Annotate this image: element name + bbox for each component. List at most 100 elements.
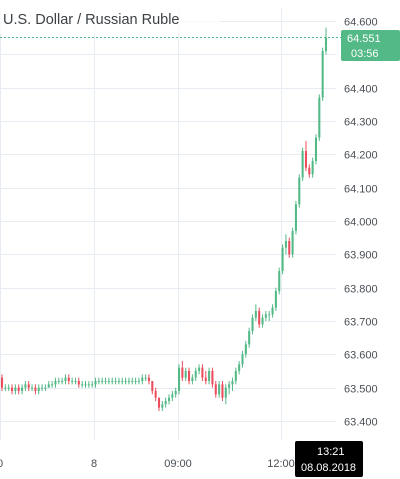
candle-body-up <box>294 204 297 231</box>
candle-body-up <box>134 381 137 382</box>
candle-body-down <box>147 377 151 381</box>
candle-body-up <box>241 354 244 365</box>
candle-body-up <box>111 381 114 382</box>
candle-body-up <box>324 37 328 51</box>
candle-body-up <box>137 381 140 382</box>
candle-body-up <box>274 291 277 308</box>
price-tick-label: 63.400 <box>344 417 378 429</box>
candle-body-up <box>184 371 187 378</box>
candle-body-up <box>224 387 227 398</box>
candle-body-up <box>104 381 107 382</box>
candle-body-up <box>131 381 134 382</box>
candle-body-down <box>204 377 207 381</box>
last-price-label: 64.551 <box>347 33 381 45</box>
candle-body-down <box>157 397 161 408</box>
candle-body-up <box>191 377 194 381</box>
candle-body-up <box>244 344 247 355</box>
candle-body-down <box>34 387 37 391</box>
candle-body-up <box>177 367 181 391</box>
last-price-marker: 64.551 03:56 <box>341 30 400 61</box>
price-tick-label: 64.000 <box>344 217 378 229</box>
title-backdrop <box>0 0 220 34</box>
candle-body-up <box>141 377 144 381</box>
price-tick-label: 63.900 <box>344 250 378 262</box>
candle-body-up <box>278 271 281 291</box>
candle-body-up <box>54 381 57 385</box>
candle-body-up <box>71 381 74 382</box>
candle-body-up <box>194 371 197 378</box>
candle-body-up <box>81 384 84 386</box>
candle-body-up <box>164 401 167 405</box>
candle-body-up <box>117 381 120 382</box>
candle-body-up <box>144 377 147 379</box>
time-axis[interactable]: 0 8 09:00 12:00 <box>0 458 295 470</box>
candle-body-down <box>188 371 191 381</box>
price-tick-label: 63.700 <box>344 317 378 329</box>
candle-body-down <box>154 391 157 398</box>
candle-body-up <box>218 384 221 395</box>
candle-body-up <box>101 381 104 382</box>
time-tick-label: 0 <box>0 458 3 470</box>
candlestick-series <box>0 27 328 411</box>
candle-body-up <box>298 177 301 205</box>
candle-body-down <box>27 384 30 388</box>
candle-body-up <box>127 381 130 382</box>
candle-body-up <box>254 311 257 318</box>
price-tick-label: 63.600 <box>344 350 378 362</box>
price-tick-label: 64.200 <box>344 150 378 162</box>
candle-body-up <box>21 387 24 391</box>
candle-body-up <box>124 381 127 382</box>
candle-body-up <box>318 97 321 138</box>
candle-body-up <box>238 364 241 371</box>
candle-body-down <box>201 367 204 378</box>
crosshair-time-marker: 13:21 08.08.2018 <box>295 441 363 477</box>
candle-body-down <box>258 311 261 325</box>
candle-body-up <box>87 384 90 386</box>
candle-body-up <box>97 381 100 382</box>
candle-body-up <box>91 384 94 386</box>
candle-body-down <box>0 377 4 388</box>
candle-body-up <box>37 387 40 391</box>
crosshair-time-pill <box>295 441 363 477</box>
crosshair-date-label: 08.08.2018 <box>301 462 356 474</box>
time-tick-label: 8 <box>91 458 97 470</box>
time-tick-label: 09:00 <box>164 458 192 470</box>
time-tick-label: 12:00 <box>267 458 295 470</box>
candle-body-up <box>167 397 171 401</box>
candle-body-up <box>114 381 117 382</box>
candle-body-down <box>181 367 184 378</box>
price-axis[interactable]: 64.60064.50064.40064.30064.20064.10064.0… <box>344 17 378 429</box>
price-tick-label: 64.400 <box>344 84 378 96</box>
candle-body-up <box>231 381 234 385</box>
candle-body-up <box>174 391 177 395</box>
candle-body-up <box>14 387 17 391</box>
candle-body-up <box>251 317 254 331</box>
candle-body-down <box>288 241 291 255</box>
chart-title: U.S. Dollar / Russian Ruble <box>3 12 180 28</box>
candle-body-up <box>64 377 67 381</box>
candle-body-up <box>311 161 314 175</box>
chart-grid <box>0 8 336 440</box>
candle-body-up <box>264 314 267 318</box>
candle-body-down <box>304 151 307 168</box>
candle-body-up <box>24 384 27 388</box>
candle-body-up <box>284 241 287 248</box>
candle-body-up <box>321 51 324 98</box>
candle-body-up <box>228 384 231 388</box>
candle-body-up <box>291 231 294 255</box>
candle-body-up <box>281 247 284 271</box>
candle-body-down <box>77 381 80 385</box>
candle-body-up <box>57 381 60 382</box>
crosshair-time-label: 13:21 <box>317 446 345 458</box>
candle-body-up <box>41 387 44 389</box>
price-tick-label: 64.600 <box>344 17 378 29</box>
countdown-label: 03:56 <box>351 48 379 60</box>
candle-body-down <box>17 387 20 391</box>
candle-body-up <box>301 151 304 178</box>
candle-body-down <box>308 167 311 175</box>
price-tick-label: 64.100 <box>344 184 378 196</box>
candle-body-down <box>214 384 217 395</box>
price-tick-label: 63.800 <box>344 284 378 296</box>
price-tick-label: 63.500 <box>344 384 378 396</box>
